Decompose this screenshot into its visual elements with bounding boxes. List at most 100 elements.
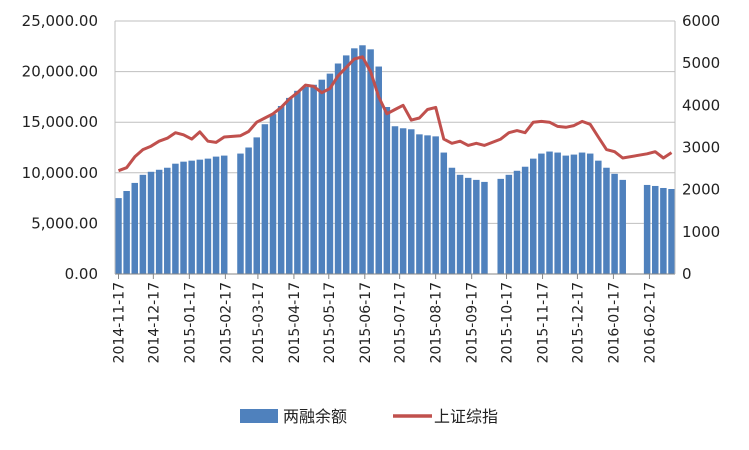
bar-44 [481, 181, 488, 274]
bar-64 [668, 188, 675, 274]
bar-57 [595, 160, 602, 274]
y-left-tick-label-2: 10,000.00 [22, 164, 98, 182]
bar-62 [651, 185, 659, 274]
x-tick-label-2: 2015-01-17 [182, 282, 198, 363]
bar-47 [513, 170, 521, 274]
bar-51 [546, 151, 553, 274]
bar-16 [253, 137, 260, 274]
x-tick-label-12: 2015-11-17 [536, 282, 552, 363]
bar-0 [115, 198, 122, 274]
x-tick-label-0: 2014-11-17 [111, 282, 127, 363]
y-left-tick-label-3: 15,000.00 [22, 113, 98, 131]
bar-36 [416, 134, 423, 274]
bar-54 [570, 154, 578, 274]
bar-38 [432, 136, 439, 274]
bar-20 [286, 97, 293, 274]
y-left-tick-label-4: 20,000.00 [22, 63, 98, 81]
bar-59 [611, 173, 618, 274]
bar-11 [204, 158, 212, 274]
legend-bar-swatch [240, 409, 278, 423]
bar-5 [155, 169, 163, 274]
x-tick-label-11: 2015-10-17 [500, 282, 516, 363]
bar-56 [586, 153, 594, 274]
bar-29 [359, 45, 366, 275]
x-tick-label-8: 2015-07-17 [393, 282, 409, 363]
bar-60 [619, 179, 626, 274]
bar-53 [562, 155, 570, 274]
line-series-shanghai-composite [117, 55, 673, 173]
y-left-tick-label-0: 0.00 [65, 265, 98, 283]
x-axis-labels: 2014-11-17 2014-12-17 2015-01-17 2015-02-17… [111, 274, 658, 363]
y-right-tick-label-4: 4000 [682, 96, 720, 114]
y-axis-right-labels: 0 1000 2000 3000 4000 5000 6000 [682, 12, 720, 283]
bar-49 [530, 158, 537, 274]
bar-45 [497, 178, 504, 274]
bar-13 [220, 155, 228, 274]
x-tick-label-13: 2015-12-17 [570, 282, 586, 363]
bar-58 [603, 167, 610, 274]
y-left-tick-label-1: 5,000.00 [31, 214, 98, 232]
bar-9 [188, 160, 195, 274]
x-tick-label-5: 2015-04-17 [287, 282, 303, 363]
x-tick-label-6: 2015-05-17 [322, 282, 338, 363]
bar-26 [334, 63, 342, 275]
bar-7 [172, 163, 179, 274]
bar-46 [505, 174, 513, 274]
bar-22 [302, 86, 309, 274]
bar-39 [440, 152, 448, 274]
bar-2 [131, 182, 139, 274]
x-tick-label-14: 2016-01-17 [606, 282, 622, 363]
y-axis-left-labels: 0.00 5,000.00 10,000.00 15,000.00 20,000.00 2… [22, 12, 98, 283]
x-tick-label-9: 2015-08-17 [429, 282, 445, 363]
bar-15 [245, 147, 252, 274]
bar-40 [448, 167, 456, 274]
x-tick-label-3: 2015-02-17 [218, 282, 234, 363]
axes [114, 21, 676, 275]
bar-19 [277, 106, 285, 275]
bar-52 [554, 152, 561, 274]
bar-31 [375, 66, 382, 274]
bar-35 [408, 129, 415, 274]
legend-label-line: 上证综指 [434, 407, 498, 426]
bar-48 [521, 166, 529, 274]
legend: 两融余额 上证综指 [240, 407, 498, 426]
bar-14 [237, 153, 244, 274]
y-right-tick-label-3: 3000 [682, 139, 720, 157]
bar-28 [351, 48, 358, 274]
x-tick-label-4: 2015-03-17 [251, 282, 267, 363]
y-left-tick-label-5: 25,000.00 [22, 12, 98, 30]
bar-24 [318, 79, 326, 274]
bar-63 [660, 187, 667, 274]
bar-61 [643, 184, 651, 274]
bar-series-margin-balance [115, 45, 675, 275]
bar-55 [578, 152, 586, 274]
y-right-tick-label-2: 2000 [682, 181, 720, 199]
bar-18 [269, 114, 277, 274]
bar-4 [147, 171, 155, 274]
x-tick-label-15: 2016-02-17 [642, 282, 658, 363]
x-tick-label-7: 2015-06-17 [358, 282, 374, 363]
bar-8 [180, 161, 187, 274]
y-right-tick-label-6: 6000 [682, 12, 720, 30]
bar-43 [473, 179, 480, 274]
bar-3 [139, 174, 147, 274]
bar-12 [212, 156, 220, 274]
index-line [117, 55, 673, 173]
bar-41 [456, 174, 464, 274]
bar-33 [391, 126, 399, 274]
x-tick-label-10: 2015-09-17 [465, 282, 481, 363]
bar-50 [538, 153, 545, 274]
bar-10 [196, 159, 204, 274]
bar-23 [310, 84, 317, 274]
bar-25 [326, 73, 334, 275]
bar-1 [123, 191, 130, 274]
x-tick-label-1: 2014-12-17 [146, 282, 162, 363]
bar-37 [424, 135, 431, 274]
bar-42 [464, 177, 472, 274]
bar-21 [294, 90, 301, 274]
y-right-tick-label-1: 1000 [682, 223, 720, 241]
bar-30 [367, 49, 374, 274]
legend-label-bar: 两融余额 [283, 407, 347, 426]
bar-17 [261, 124, 269, 274]
